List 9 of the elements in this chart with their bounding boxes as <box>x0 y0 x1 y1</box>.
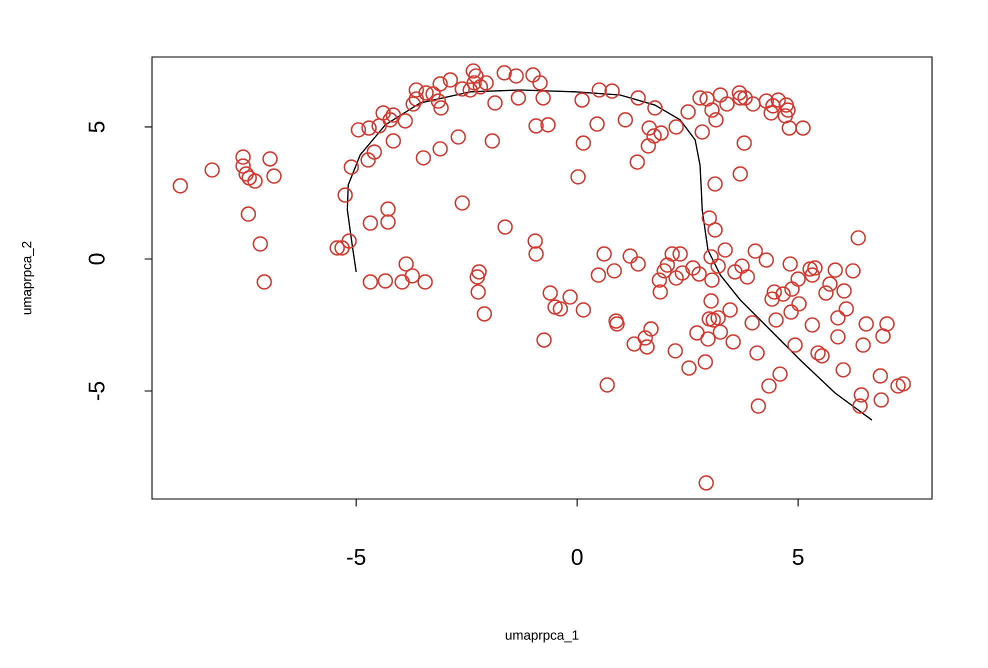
y-tick-label: -5 <box>88 382 105 400</box>
y-tick-label: 5 <box>88 122 105 132</box>
y-tick-label: 0 <box>88 254 105 264</box>
x-tick-label: 0 <box>572 548 583 566</box>
x-tick-label: 5 <box>792 549 804 565</box>
x-axis-title: umaprpca_1 <box>506 630 578 642</box>
x-tick-label: -5 <box>347 549 366 565</box>
line-series <box>346 89 873 421</box>
y-axis-title: umaprpca_2 <box>22 242 34 314</box>
